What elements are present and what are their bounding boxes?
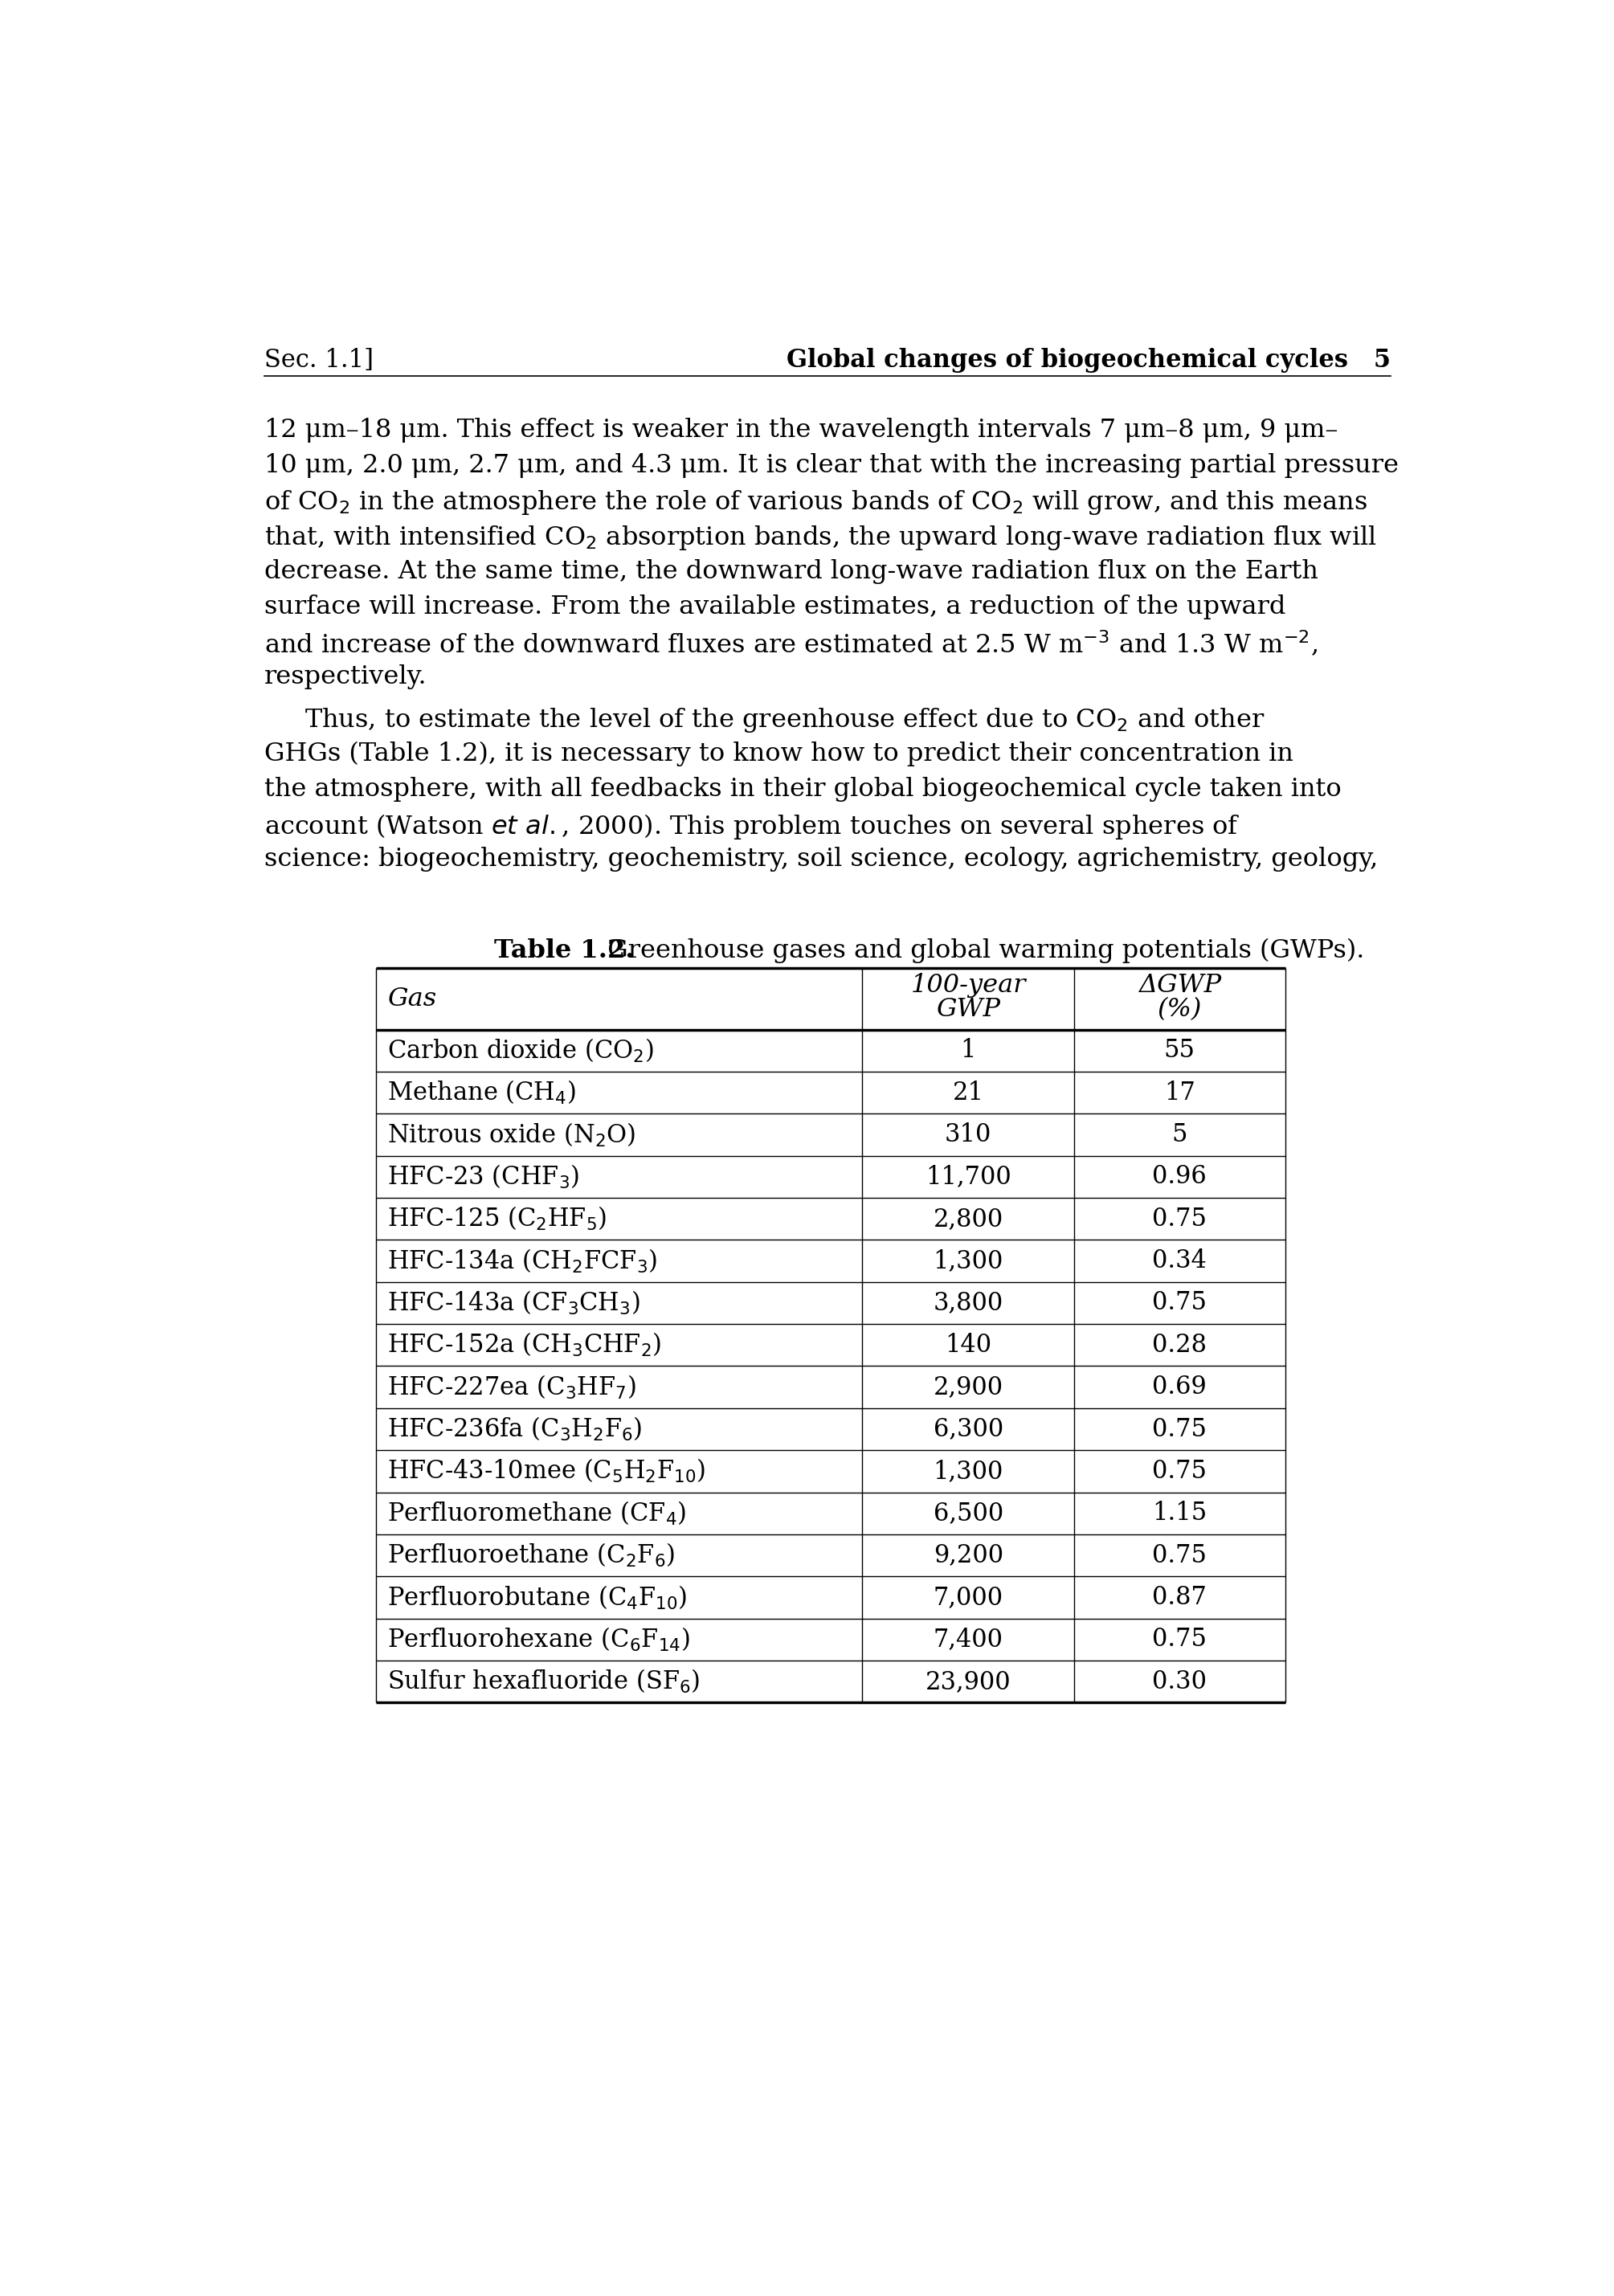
Text: 0.75: 0.75: [1152, 1205, 1207, 1231]
Text: 12 μm–18 μm. This effect is weaker in the wavelength intervals 7 μm–8 μm, 9 μm–: 12 μm–18 μm. This effect is weaker in th…: [265, 418, 1338, 443]
Text: Table 1.2.: Table 1.2.: [494, 939, 634, 962]
Text: Global changes of biogeochemical cycles   5: Global changes of biogeochemical cycles …: [786, 347, 1391, 372]
Text: 0.30: 0.30: [1152, 1669, 1207, 1694]
Text: 1.15: 1.15: [1152, 1502, 1207, 1527]
Text: 21: 21: [952, 1079, 985, 1104]
Text: 310: 310: [944, 1123, 991, 1148]
Text: Carbon dioxide (CO$_2$): Carbon dioxide (CO$_2$): [387, 1038, 654, 1065]
Text: Thus, to estimate the level of the greenhouse effect due to CO$_2$ and other: Thus, to estimate the level of the green…: [305, 707, 1265, 735]
Text: 3,800: 3,800: [933, 1290, 1004, 1316]
Text: 10 μm, 2.0 μm, 2.7 μm, and 4.3 μm. It is clear that with the increasing partial : 10 μm, 2.0 μm, 2.7 μm, and 4.3 μm. It is…: [265, 452, 1398, 478]
Text: 7,400: 7,400: [933, 1628, 1004, 1651]
Text: 0.96: 0.96: [1152, 1164, 1207, 1189]
Text: the atmosphere, with all feedbacks in their global biogeochemical cycle taken in: the atmosphere, with all feedbacks in th…: [265, 776, 1341, 801]
Text: of CO$_2$ in the atmosphere the role of various bands of CO$_2$ will grow, and t: of CO$_2$ in the atmosphere the role of …: [265, 489, 1367, 517]
Text: (%): (%): [1157, 996, 1202, 1022]
Text: Perfluorobutane (C$_4$F$_{10}$): Perfluorobutane (C$_4$F$_{10}$): [387, 1584, 688, 1612]
Text: Perfluoromethane (CF$_4$): Perfluoromethane (CF$_4$): [387, 1499, 686, 1527]
Text: Sulfur hexafluoride (SF$_6$): Sulfur hexafluoride (SF$_6$): [387, 1667, 700, 1694]
Text: ΔGWP: ΔGWP: [1138, 974, 1222, 996]
Text: science: biogeochemistry, geochemistry, soil science, ecology, agrichemistry, ge: science: biogeochemistry, geochemistry, …: [265, 847, 1378, 872]
Text: 5: 5: [1172, 1123, 1188, 1148]
Text: 100-year: 100-year: [910, 974, 1027, 996]
Text: HFC-134a (CH$_2$FCF$_3$): HFC-134a (CH$_2$FCF$_3$): [387, 1247, 657, 1274]
Text: 0.87: 0.87: [1152, 1584, 1207, 1609]
Text: 0.75: 0.75: [1152, 1290, 1207, 1316]
Text: HFC-43-10mee (C$_5$H$_2$F$_{10}$): HFC-43-10mee (C$_5$H$_2$F$_{10}$): [387, 1458, 705, 1486]
Text: 7,000: 7,000: [933, 1584, 1004, 1609]
Text: 0.75: 0.75: [1152, 1543, 1207, 1568]
Text: 140: 140: [944, 1332, 991, 1357]
Text: Gas: Gas: [387, 987, 436, 1010]
Text: 11,700: 11,700: [925, 1164, 1012, 1189]
Text: 1,300: 1,300: [933, 1249, 1004, 1274]
Text: and increase of the downward fluxes are estimated at 2.5 W m$^{-3}$ and 1.3 W m$: and increase of the downward fluxes are …: [265, 629, 1317, 659]
Text: 23,900: 23,900: [925, 1669, 1010, 1694]
Text: Nitrous oxide (N$_2$O): Nitrous oxide (N$_2$O): [387, 1120, 636, 1148]
Text: account (Watson $et\ al.$, 2000). This problem touches on several spheres of: account (Watson $et\ al.$, 2000). This p…: [265, 813, 1240, 840]
Text: Perfluoroethane (C$_2$F$_6$): Perfluoroethane (C$_2$F$_6$): [387, 1541, 675, 1568]
Text: HFC-125 (C$_2$HF$_5$): HFC-125 (C$_2$HF$_5$): [387, 1205, 607, 1233]
Text: HFC-227ea (C$_3$HF$_7$): HFC-227ea (C$_3$HF$_7$): [387, 1373, 636, 1401]
Text: that, with intensified CO$_2$ absorption bands, the upward long-wave radiation f: that, with intensified CO$_2$ absorption…: [265, 523, 1377, 551]
Text: 1,300: 1,300: [933, 1458, 1004, 1483]
Text: 0.69: 0.69: [1152, 1375, 1207, 1401]
Text: Methane (CH$_4$): Methane (CH$_4$): [387, 1079, 576, 1107]
Text: 2,900: 2,900: [933, 1375, 1004, 1401]
Text: 9,200: 9,200: [933, 1543, 1004, 1568]
Text: HFC-143a (CF$_3$CH$_3$): HFC-143a (CF$_3$CH$_3$): [387, 1290, 641, 1316]
Text: 0.28: 0.28: [1152, 1332, 1207, 1357]
Text: GWP: GWP: [936, 996, 1001, 1022]
Text: 0.75: 0.75: [1152, 1628, 1207, 1651]
Text: decrease. At the same time, the downward long-wave radiation flux on the Earth: decrease. At the same time, the downward…: [265, 558, 1319, 583]
Text: HFC-236fa (C$_3$H$_2$F$_6$): HFC-236fa (C$_3$H$_2$F$_6$): [387, 1417, 642, 1442]
Text: GHGs (Table 1.2), it is necessary to know how to predict their concentration in: GHGs (Table 1.2), it is necessary to kno…: [265, 742, 1293, 767]
Text: 0.75: 0.75: [1152, 1458, 1207, 1483]
Text: Greenhouse gases and global warming potentials (GWPs).: Greenhouse gases and global warming pote…: [591, 939, 1364, 962]
Text: 55: 55: [1164, 1038, 1196, 1063]
Text: HFC-23 (CHF$_3$): HFC-23 (CHF$_3$): [387, 1164, 579, 1192]
Text: Sec. 1.1]: Sec. 1.1]: [265, 347, 373, 372]
Text: respectively.: respectively.: [265, 664, 426, 689]
Text: 17: 17: [1164, 1079, 1196, 1104]
Text: 0.34: 0.34: [1152, 1249, 1207, 1274]
Text: 2,800: 2,800: [933, 1205, 1004, 1231]
Text: 0.75: 0.75: [1152, 1417, 1207, 1442]
Text: 6,500: 6,500: [933, 1502, 1004, 1527]
Text: HFC-152a (CH$_3$CHF$_2$): HFC-152a (CH$_3$CHF$_2$): [387, 1332, 662, 1359]
Text: surface will increase. From the available estimates, a reduction of the upward: surface will increase. From the availabl…: [265, 595, 1285, 620]
Text: 1: 1: [960, 1038, 976, 1063]
Text: 6,300: 6,300: [933, 1417, 1004, 1442]
Text: Perfluorohexane (C$_6$F$_{14}$): Perfluorohexane (C$_6$F$_{14}$): [387, 1626, 689, 1653]
